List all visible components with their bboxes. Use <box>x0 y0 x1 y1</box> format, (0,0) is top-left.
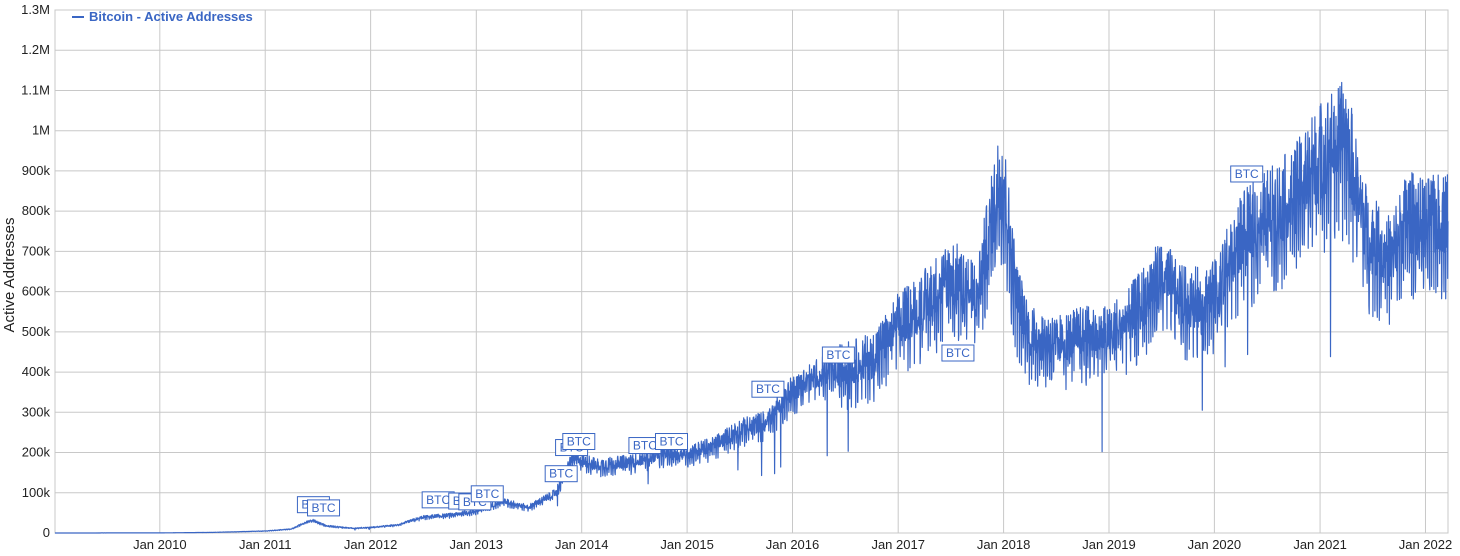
event-flag[interactable]: BTC <box>562 433 596 451</box>
y-tick-label: 1M <box>32 123 50 138</box>
event-flag-label: BTC <box>549 467 573 481</box>
y-tick-label: 300k <box>22 404 51 419</box>
x-tick-label: Jan 2013 <box>450 537 504 552</box>
event-flag[interactable]: BTC <box>1230 165 1264 183</box>
y-tick-label: 500k <box>22 324 51 339</box>
y-tick-label: 900k <box>22 163 51 178</box>
event-flag[interactable]: BTC <box>470 485 504 503</box>
legend-entry-bitcoin-active-addresses[interactable]: Bitcoin - Active Addresses <box>89 9 253 24</box>
y-tick-label: 400k <box>22 364 51 379</box>
event-flag[interactable]: BTC <box>421 491 455 509</box>
event-flag-label: BTC <box>826 348 850 362</box>
event-flag-label: BTC <box>475 487 499 501</box>
x-tick-label: Jan 2022 <box>1399 537 1453 552</box>
event-flag-label: BTC <box>1235 167 1259 181</box>
event-flag-label: BTC <box>426 493 450 507</box>
event-flag[interactable]: BTC <box>751 380 785 398</box>
event-flag[interactable]: BTC <box>544 465 578 483</box>
x-tick-label: Jan 2015 <box>660 537 714 552</box>
x-tick-label: Jan 2016 <box>766 537 820 552</box>
x-tick-label: Jan 2021 <box>1293 537 1347 552</box>
y-tick-label: 1.2M <box>21 42 50 57</box>
event-flag[interactable]: BTC <box>654 433 688 451</box>
x-tick-label: Jan 2010 <box>133 537 187 552</box>
x-tick-label: Jan 2018 <box>977 537 1031 552</box>
y-tick-label: 200k <box>22 445 51 460</box>
event-flag-label: BTC <box>633 439 657 453</box>
y-tick-label: 100k <box>22 485 51 500</box>
event-flag[interactable]: BTC <box>821 346 855 364</box>
x-tick-label: Jan 2012 <box>344 537 398 552</box>
event-flag[interactable]: BTC <box>628 437 662 455</box>
legend[interactable]: Bitcoin - Active Addresses <box>72 9 253 24</box>
y-tick-label: 0 <box>43 525 50 540</box>
x-tick-label: Jan 2014 <box>555 537 609 552</box>
y-axis-label: Active Addresses <box>1 217 18 332</box>
y-tick-label: 800k <box>22 203 51 218</box>
event-flag[interactable]: BTC <box>941 344 975 362</box>
x-tick-label: Jan 2011 <box>239 537 292 552</box>
y-tick-label: 700k <box>22 243 51 258</box>
y-tick-label: 1.1M <box>21 82 50 97</box>
x-tick-label: Jan 2019 <box>1082 537 1136 552</box>
event-flag-label: BTC <box>567 435 591 449</box>
event-flag-label: BTC <box>659 435 683 449</box>
event-flag-label: BTC <box>312 501 336 515</box>
series-line-bitcoin-active-addresses <box>54 81 1449 534</box>
y-tick-label: 600k <box>22 284 51 299</box>
x-tick-label: Jan 2020 <box>1188 537 1242 552</box>
x-tick-label: Jan 2017 <box>871 537 925 552</box>
event-flag[interactable]: BTC <box>307 499 341 517</box>
event-flag-label: BTC <box>946 346 970 360</box>
event-flag-label: BTC <box>756 382 780 396</box>
y-tick-label: 1.3M <box>21 2 50 17</box>
